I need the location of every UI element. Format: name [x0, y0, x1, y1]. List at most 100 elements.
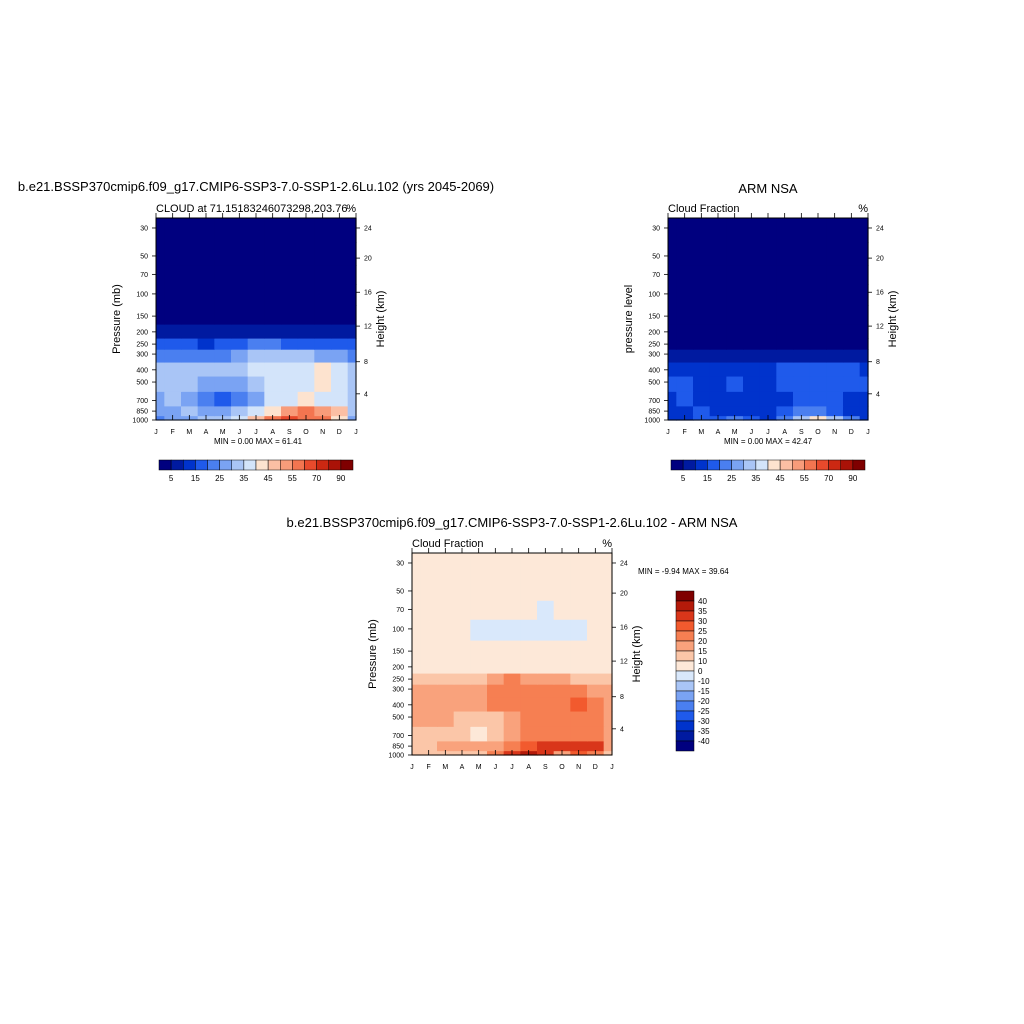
- contour-cell: [181, 337, 199, 350]
- contour-cell: [709, 265, 727, 285]
- contour-cell: [676, 391, 694, 407]
- colorbar-swatch: [675, 670, 695, 682]
- contour-cell: [247, 361, 265, 377]
- contour-cell: [537, 740, 555, 752]
- contour-cell: [197, 375, 215, 392]
- contour-cell: [437, 600, 455, 620]
- contour-cell: [859, 241, 869, 266]
- x-tick-label: F: [427, 764, 431, 771]
- contour-cell: [281, 241, 299, 266]
- y-tick-label: 1000: [388, 753, 404, 760]
- colorbar-label: 25: [698, 627, 707, 636]
- contour-cell: [347, 284, 357, 306]
- colorbar-label: 35: [698, 607, 707, 616]
- contour-cell: [668, 391, 677, 407]
- contour-cell: [453, 696, 471, 712]
- contour-cell: [676, 323, 694, 339]
- y-tick-label: 850: [392, 744, 404, 751]
- x-tick-label: A: [716, 429, 721, 436]
- contour-cell: [264, 391, 282, 407]
- contour-cell: [676, 375, 694, 392]
- contour-cell: [453, 658, 471, 674]
- contour-cell: [668, 284, 677, 306]
- colorbar-swatch: [675, 610, 695, 622]
- contour-cell: [156, 375, 165, 392]
- contour-cell: [843, 305, 861, 325]
- contour-cell: [314, 218, 332, 243]
- colorbar-label: 15: [191, 474, 200, 483]
- contour-cell: [420, 600, 438, 620]
- contour-cell: [793, 361, 811, 377]
- contour-cell: [297, 375, 315, 392]
- contour-cell: [181, 349, 199, 363]
- x-tick-label: S: [543, 764, 548, 771]
- colorbar-label: 70: [824, 474, 833, 483]
- contour-cell: [264, 375, 282, 392]
- colorbar-label: 30: [698, 617, 707, 626]
- contour-cell: [587, 710, 605, 727]
- contour-cell: [156, 265, 165, 285]
- contour-cell: [470, 640, 488, 660]
- colorbar-swatch: [675, 730, 695, 742]
- contour-cell: [281, 218, 299, 243]
- colorbar-swatch: [280, 459, 293, 471]
- y-tick-label: 500: [392, 715, 404, 722]
- contour-cell: [470, 576, 488, 601]
- contour-cell: [537, 710, 555, 727]
- contour-cell: [470, 710, 488, 727]
- contour-cell: [587, 619, 605, 641]
- y-tick-label: 1000: [644, 418, 660, 425]
- contour-cell: [826, 361, 844, 377]
- contour-cell: [743, 241, 761, 266]
- contour-cell: [453, 726, 471, 742]
- right-string: %: [602, 538, 612, 550]
- contour-cell: [181, 218, 199, 243]
- contour-cell: [759, 323, 777, 339]
- colorbar-swatch: [731, 459, 744, 471]
- contour-cell: [793, 337, 811, 350]
- contour-cell: [503, 640, 521, 660]
- colorbar-swatch: [675, 620, 695, 632]
- panel-2: [664, 213, 872, 421]
- contour-cell: [743, 391, 761, 407]
- contour-cell: [470, 684, 488, 698]
- contour-cell: [726, 241, 744, 266]
- contour-cell: [437, 658, 455, 674]
- x-tick-label: N: [320, 429, 325, 436]
- contour-cell: [437, 696, 455, 712]
- contour-cell: [164, 218, 182, 243]
- y-tick-label: 70: [140, 272, 148, 279]
- contour-cell: [297, 361, 315, 377]
- colorbar-swatch: [675, 680, 695, 692]
- contour-cell: [776, 241, 794, 266]
- contour-cell: [793, 265, 811, 285]
- contour-cell: [281, 337, 299, 350]
- contour-cell: [314, 241, 332, 266]
- contour-cell: [668, 241, 677, 266]
- contour-cell: [487, 619, 505, 641]
- contour-cell: [297, 391, 315, 407]
- x-tick-label: S: [799, 429, 804, 436]
- y-tick-label: 200: [648, 329, 660, 336]
- contour-cell: [537, 658, 555, 674]
- contour-cell: [793, 349, 811, 363]
- panel-title: b.e21.BSSP370cmip6.f09_g17.CMIP6-SSP3-7.…: [18, 179, 494, 194]
- contour-cell: [331, 305, 349, 325]
- contour-cell: [759, 241, 777, 266]
- contour-cell: [693, 241, 711, 266]
- contour-cell: [164, 284, 182, 306]
- contour-cell: [164, 265, 182, 285]
- contour-cell: [231, 375, 249, 392]
- contour-cell: [181, 305, 199, 325]
- x-tick-label: J: [154, 429, 158, 436]
- contour-cell: [859, 375, 869, 392]
- contour-cell: [726, 265, 744, 285]
- contour-cell: [164, 349, 182, 363]
- contour-cell: [247, 391, 265, 407]
- y-axis-label: Pressure (mb): [367, 619, 379, 689]
- x-tick-label: J: [238, 429, 242, 436]
- contour-cell: [553, 553, 571, 578]
- y-axis-label-right: Height (km): [375, 291, 387, 348]
- contour-cell: [314, 305, 332, 325]
- contour-cell: [420, 640, 438, 660]
